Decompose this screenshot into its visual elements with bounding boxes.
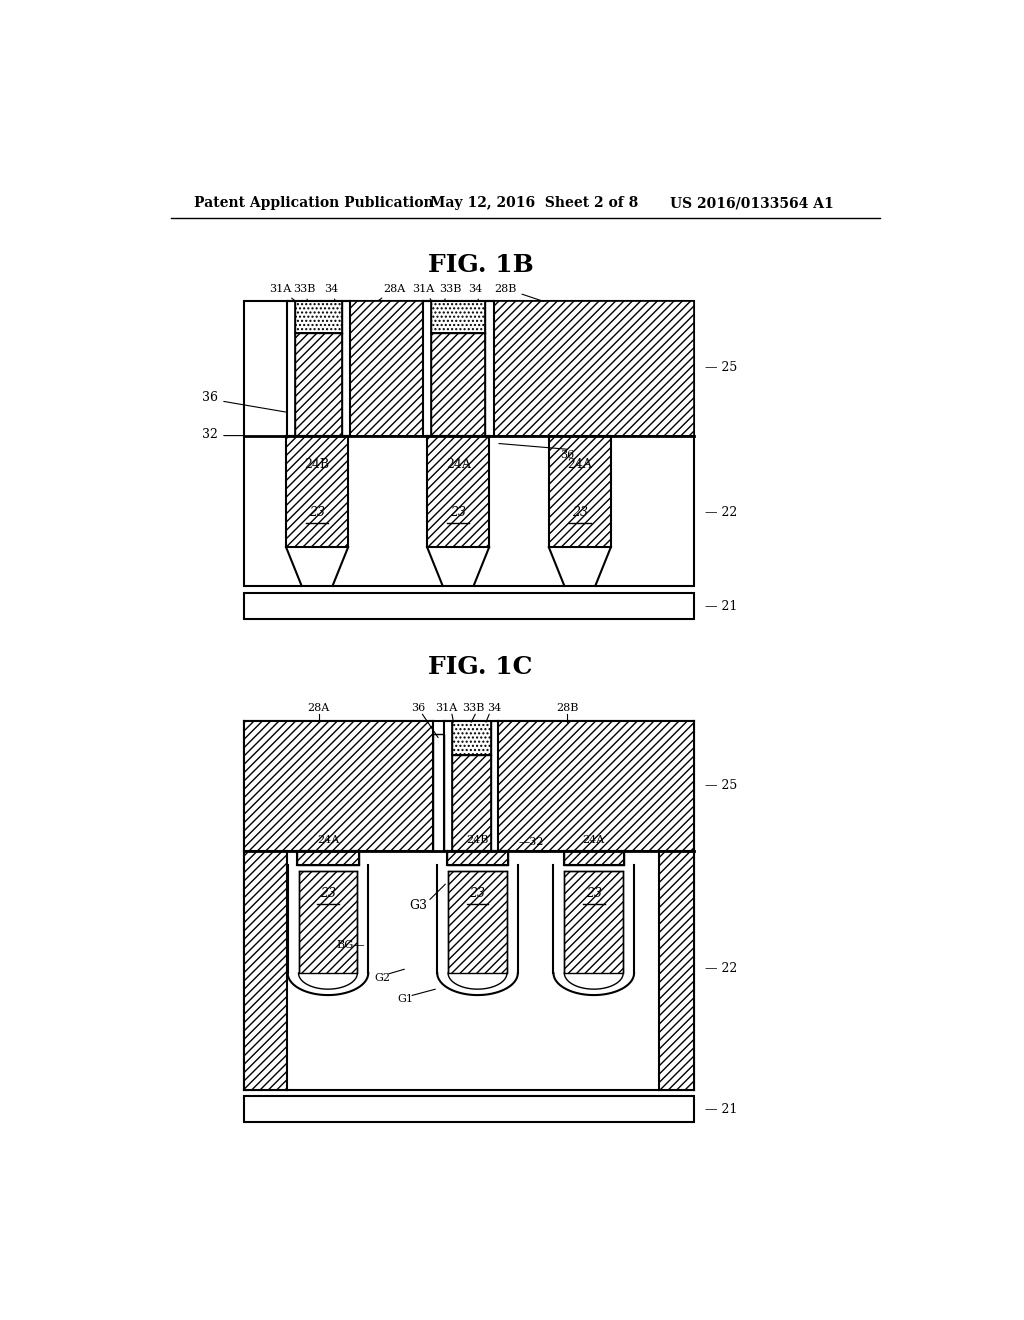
Text: 24A: 24A (445, 458, 471, 471)
Text: G3: G3 (410, 899, 428, 912)
Text: BG—: BG— (337, 940, 366, 950)
Bar (499, 721, 693, 851)
Bar (297, 851, 359, 866)
Text: 28A: 28A (378, 284, 406, 301)
Bar (563, 851, 624, 866)
Text: 32: 32 (202, 428, 218, 441)
Text: Patent Application Publication: Patent Application Publication (194, 197, 433, 210)
Text: 23: 23 (470, 887, 485, 900)
Text: — 25: — 25 (705, 779, 737, 792)
Text: 33B: 33B (462, 704, 484, 713)
Bar (245, 1096, 693, 1122)
Text: FIG. 1B: FIG. 1B (428, 252, 534, 277)
Text: 36: 36 (560, 450, 574, 459)
Bar (245, 594, 693, 619)
Bar (494, 301, 693, 436)
Text: — 21: — 21 (705, 601, 737, 612)
Text: G1: G1 (397, 994, 414, 1005)
Bar (452, 755, 490, 851)
Text: — 25: — 25 (705, 362, 737, 375)
Text: 34: 34 (468, 284, 482, 300)
Text: US 2016/0133564 A1: US 2016/0133564 A1 (671, 197, 835, 210)
Bar (549, 436, 611, 548)
Bar (299, 871, 357, 973)
Text: 23: 23 (451, 506, 466, 519)
Text: — 21: — 21 (705, 1102, 737, 1115)
Text: 23: 23 (319, 887, 336, 900)
Text: 31A: 31A (268, 284, 295, 301)
Text: 31A: 31A (434, 704, 457, 713)
Bar (245, 721, 433, 851)
Bar (350, 301, 423, 436)
Text: —32: —32 (518, 837, 544, 847)
Text: 23: 23 (309, 506, 325, 519)
Bar (564, 871, 624, 973)
Text: 24B: 24B (304, 458, 330, 471)
Bar (295, 333, 342, 436)
Text: 24A: 24A (316, 834, 339, 845)
Bar (295, 301, 342, 333)
Text: 24B: 24B (466, 834, 488, 845)
Bar (452, 721, 490, 755)
Text: 33B: 33B (294, 284, 315, 300)
Bar (245, 301, 693, 586)
Text: 31A: 31A (412, 284, 434, 300)
Text: FIG. 1C: FIG. 1C (428, 655, 532, 678)
Bar (286, 436, 348, 548)
Text: 33B: 33B (439, 284, 462, 300)
Bar (245, 851, 287, 1090)
Bar (433, 734, 444, 851)
Text: 23: 23 (586, 887, 602, 900)
Text: 28A: 28A (307, 704, 330, 713)
Text: May 12, 2016  Sheet 2 of 8: May 12, 2016 Sheet 2 of 8 (430, 197, 639, 210)
Text: — 22: — 22 (705, 962, 737, 975)
Bar (658, 851, 693, 1090)
Text: 36: 36 (412, 704, 426, 713)
Text: 24A: 24A (567, 458, 592, 471)
Text: 24A: 24A (583, 834, 605, 845)
Text: — 22: — 22 (705, 506, 737, 519)
Bar (431, 333, 485, 436)
Text: 34: 34 (324, 284, 338, 300)
Text: 28B: 28B (495, 284, 544, 301)
Bar (245, 721, 693, 1090)
Text: 36: 36 (202, 391, 218, 404)
Bar (449, 871, 507, 973)
Bar (431, 301, 485, 333)
Bar (447, 851, 508, 866)
Text: 34: 34 (486, 704, 501, 713)
Text: G2: G2 (374, 973, 390, 983)
Text: 23: 23 (571, 506, 588, 519)
Bar (427, 436, 489, 548)
Text: 28B: 28B (556, 704, 579, 713)
